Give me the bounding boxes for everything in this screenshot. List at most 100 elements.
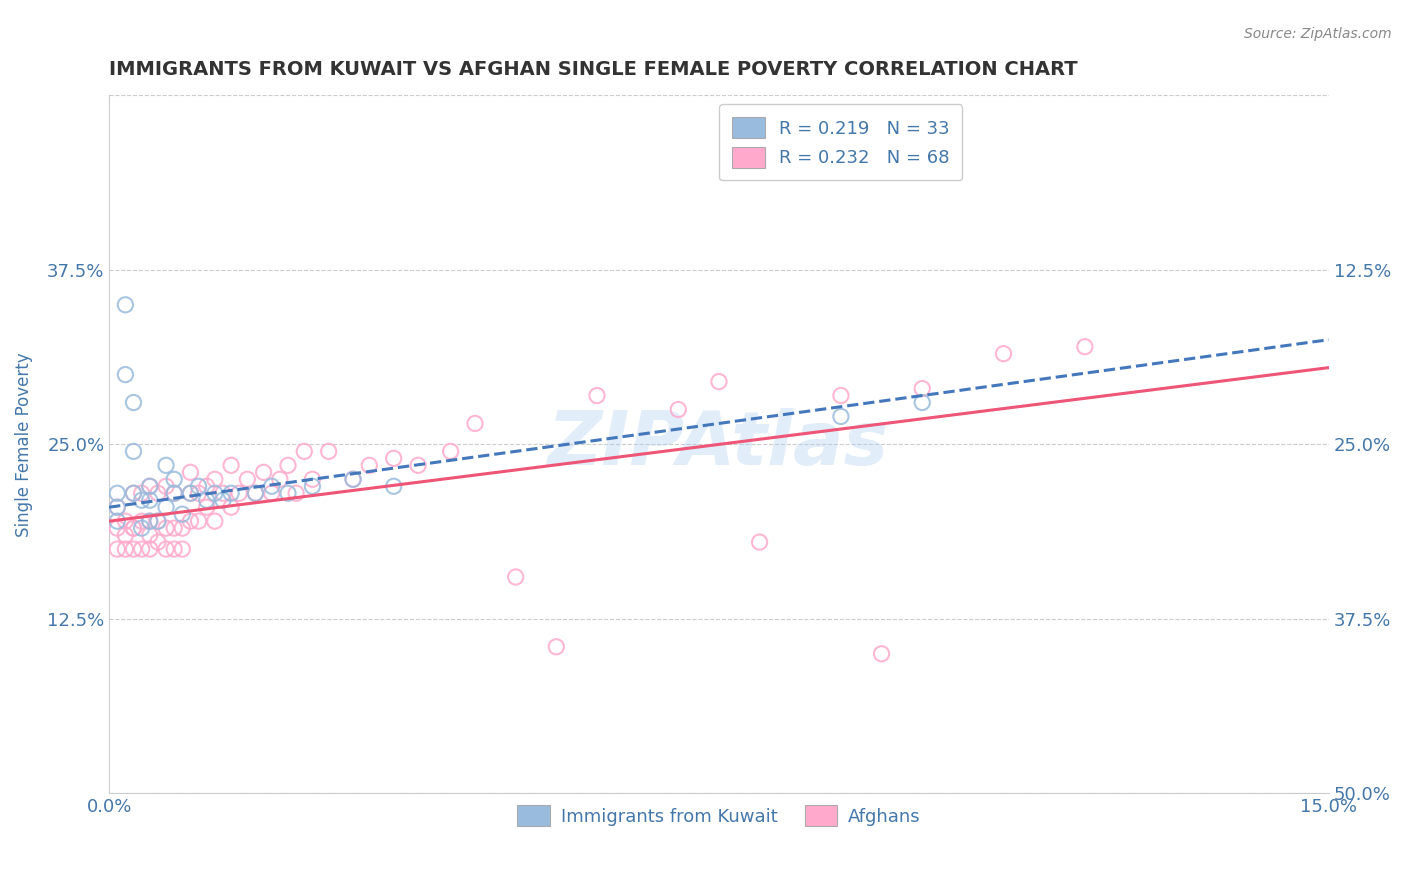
Point [252,465,274,479]
Point [245,486,267,500]
Point [179,514,201,528]
Point [172,507,194,521]
Point [228,486,250,500]
Point [219,458,242,473]
Point [382,479,405,493]
Point [359,458,381,473]
Point [139,514,162,528]
Point [155,458,177,473]
Point [155,521,177,535]
Point [195,500,218,515]
Point [105,486,128,500]
Text: IMMIGRANTS FROM KUWAIT VS AFGHAN SINGLE FEMALE POVERTY CORRELATION CHART: IMMIGRANTS FROM KUWAIT VS AFGHAN SINGLE … [110,60,1078,78]
Point [105,521,128,535]
Point [122,444,145,458]
Point [122,542,145,557]
Point [830,388,852,402]
Point [146,514,169,528]
Point [277,458,299,473]
Point [131,493,153,508]
Point [179,486,201,500]
Point [342,472,364,486]
Point [204,486,226,500]
Point [993,346,1015,360]
Point [505,570,527,584]
Point [382,451,405,466]
Point [748,535,770,549]
Point [122,521,145,535]
Point [464,417,486,431]
Point [155,500,177,515]
Point [163,542,186,557]
Point [146,514,169,528]
Point [212,493,235,508]
Point [236,472,259,486]
Point [318,444,340,458]
Point [586,388,609,402]
Point [187,486,209,500]
Point [163,486,186,500]
Point [666,402,689,417]
Point [187,479,209,493]
Point [179,486,201,500]
Point [301,472,323,486]
Point [139,542,162,557]
Point [830,409,852,424]
Point [260,479,283,493]
Point [285,486,308,500]
Point [219,500,242,515]
Point [155,542,177,557]
Point [292,444,315,458]
Point [195,479,218,493]
Point [870,647,893,661]
Point [342,472,364,486]
Point [204,514,226,528]
Point [277,486,299,500]
Point [131,486,153,500]
Point [105,500,128,515]
Point [131,521,153,535]
Point [122,486,145,500]
Point [122,521,145,535]
Point [911,382,934,396]
Point [114,542,136,557]
Point [172,521,194,535]
Point [114,368,136,382]
Point [1074,340,1097,354]
Point [105,514,128,528]
Point [204,472,226,486]
Point [163,486,186,500]
Point [245,486,267,500]
Point [406,458,429,473]
Point [163,521,186,535]
Point [219,486,242,500]
Point [195,493,218,508]
Point [114,514,136,528]
Point [105,500,128,515]
Point [172,542,194,557]
Point [139,528,162,542]
Point [139,493,162,508]
Point [155,479,177,493]
Point [114,298,136,312]
Point [146,535,169,549]
Point [122,486,145,500]
Text: ZIPAtlas: ZIPAtlas [548,408,890,481]
Point [105,542,128,557]
Point [546,640,568,654]
Point [139,479,162,493]
Point [163,472,186,486]
Y-axis label: Single Female Poverty: Single Female Poverty [15,352,32,537]
Point [122,395,145,409]
Point [131,514,153,528]
Point [139,514,162,528]
Point [187,514,209,528]
Point [146,486,169,500]
Point [212,486,235,500]
Point [911,395,934,409]
Point [269,472,291,486]
Text: Source: ZipAtlas.com: Source: ZipAtlas.com [1244,27,1392,41]
Point [301,479,323,493]
Point [114,528,136,542]
Point [131,542,153,557]
